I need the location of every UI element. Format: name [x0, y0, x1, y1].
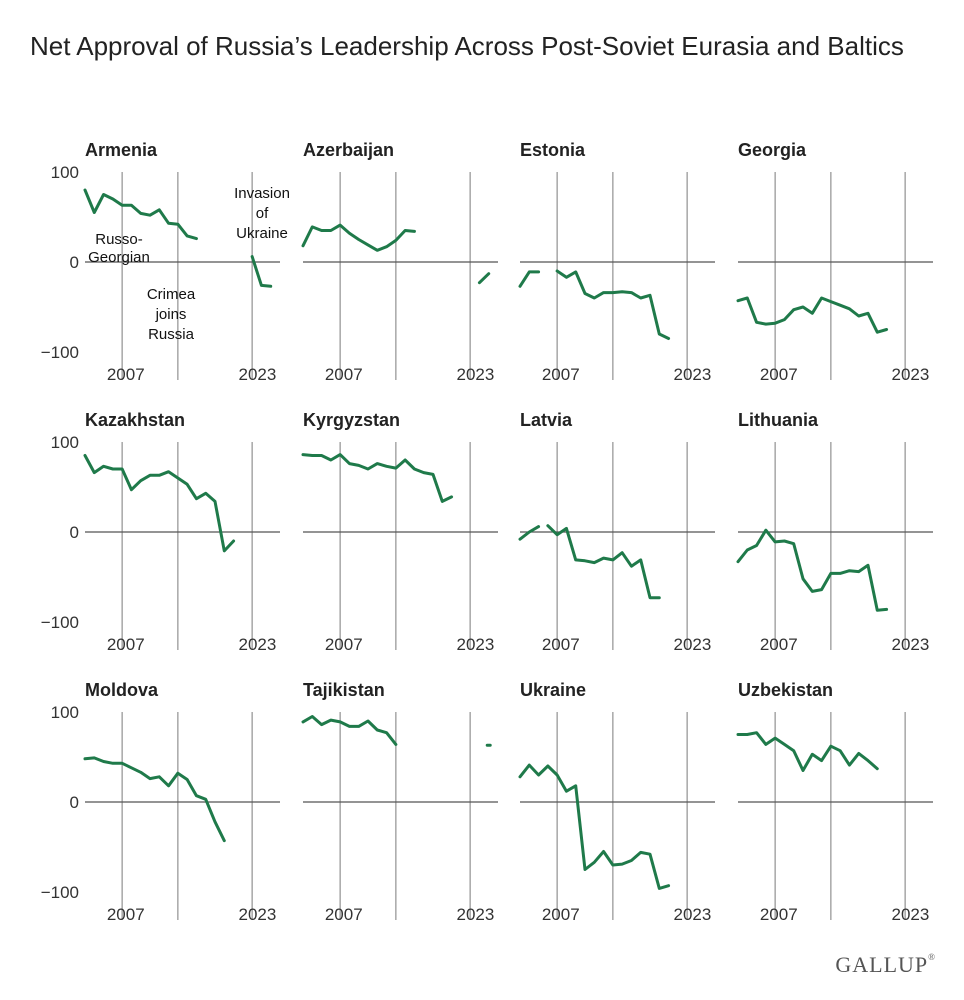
- series-line-estonia: [518, 270, 541, 288]
- x-tick-label: 2007: [107, 905, 145, 924]
- x-tick-label: 2023: [892, 635, 930, 654]
- x-tick-label: 2007: [325, 635, 363, 654]
- series-line-georgia: [736, 296, 889, 334]
- panel-title-armenia: Armenia: [85, 140, 158, 160]
- panel-azerbaijan: Azerbaijan 2007 2023: [301, 140, 498, 384]
- panel-title-moldova: Moldova: [85, 680, 159, 700]
- x-tick-label: 2023: [457, 365, 495, 384]
- series-line-azerbaijan: [477, 272, 491, 285]
- series-line-kazakhstan: [83, 454, 236, 553]
- panel-latvia: Latvia 2007 2023: [518, 410, 715, 654]
- panel-title-uzbekistan: Uzbekistan: [738, 680, 833, 700]
- panel-title-estonia: Estonia: [520, 140, 586, 160]
- panel-estonia: Estonia 2007 2023: [518, 140, 715, 384]
- x-tick-label: 2007: [542, 365, 580, 384]
- y-tick-label: 100: [51, 433, 79, 452]
- panel-armenia: Armenia 100 0 −100 2007 2023: [41, 140, 280, 384]
- chart-title: Net Approval of Russia’s Leadership Acro…: [30, 31, 904, 61]
- series-line-ukraine: [518, 763, 671, 890]
- y-tick-label: 100: [51, 163, 79, 182]
- y-tick-label: −100: [41, 343, 79, 362]
- x-tick-label: 2023: [892, 365, 930, 384]
- x-tick-label: 2023: [239, 365, 277, 384]
- panel-ukraine: Ukraine 2007 2023: [518, 680, 715, 924]
- panel-moldova: Moldova 100 0 −100 2007 2023: [41, 680, 280, 924]
- annotation-crimea-joins-russia: Russia: [148, 326, 195, 343]
- panel-title-lithuania: Lithuania: [738, 410, 819, 430]
- series-line-tajikistan: [301, 715, 398, 746]
- x-tick-label: 2023: [674, 365, 712, 384]
- panel-title-ukraine: Ukraine: [520, 680, 586, 700]
- annotation-invasion-of-ukraine: of: [256, 205, 269, 222]
- x-tick-label: 2007: [760, 365, 798, 384]
- y-tick-label: −100: [41, 883, 79, 902]
- panel-lithuania: Lithuania 2007 2023: [736, 410, 933, 654]
- series-line-lithuania: [736, 528, 889, 612]
- panel-kyrgyzstan: Kyrgyzstan 2007 2023: [301, 410, 498, 654]
- y-tick-label: 0: [70, 523, 79, 542]
- x-tick-label: 2023: [239, 635, 277, 654]
- y-tick-label: 100: [51, 703, 79, 722]
- x-tick-label: 2023: [457, 635, 495, 654]
- panel-title-latvia: Latvia: [520, 410, 573, 430]
- x-tick-label: 2007: [325, 365, 363, 384]
- brand-text: GALLUP: [835, 952, 929, 977]
- panel-title-kazakhstan: Kazakhstan: [85, 410, 185, 430]
- panel-tajikistan: Tajikistan 2007 2023: [301, 680, 498, 924]
- panel-title-tajikistan: Tajikistan: [303, 680, 385, 700]
- panel-title-georgia: Georgia: [738, 140, 807, 160]
- series-line-moldova: [83, 756, 226, 843]
- annotation-crimea-joins-russia: Crimea: [147, 286, 196, 303]
- panel-title-azerbaijan: Azerbaijan: [303, 140, 394, 160]
- annotation-invasion-of-ukraine: Invasion: [234, 185, 290, 202]
- series-line-uzbekistan: [736, 731, 879, 772]
- annotation-invasion-of-ukraine: Ukraine: [236, 225, 288, 242]
- y-tick-label: −100: [41, 613, 79, 632]
- x-tick-label: 2023: [674, 635, 712, 654]
- x-tick-label: 2007: [760, 905, 798, 924]
- x-tick-label: 2007: [542, 635, 580, 654]
- series-line-latvia: [546, 524, 661, 600]
- gallup-logo: GALLUP®: [835, 952, 936, 978]
- x-tick-label: 2007: [760, 635, 798, 654]
- annotation-crimea-joins-russia: joins: [155, 306, 187, 323]
- series-line-latvia: [518, 525, 541, 541]
- y-tick-label: 0: [70, 253, 79, 272]
- x-tick-label: 2023: [674, 905, 712, 924]
- series-line-estonia: [555, 269, 671, 340]
- x-tick-label: 2007: [107, 635, 145, 654]
- x-tick-label: 2007: [542, 905, 580, 924]
- x-tick-label: 2007: [325, 905, 363, 924]
- panel-uzbekistan: Uzbekistan 2007 2023: [736, 680, 933, 924]
- x-tick-label: 2023: [457, 905, 495, 924]
- panel-georgia: Georgia 2007 2023: [736, 140, 933, 384]
- annotation-russo-georgian: Russo-: [95, 231, 143, 248]
- series-line-azerbaijan: [301, 223, 416, 252]
- series-line-armenia: [83, 188, 198, 241]
- panel-kazakhstan: Kazakhstan 100 0 −100 2007 2023: [41, 410, 280, 654]
- series-line-kyrgyzstan: [301, 453, 454, 503]
- x-tick-label: 2023: [892, 905, 930, 924]
- x-tick-label: 2023: [239, 905, 277, 924]
- y-tick-label: 0: [70, 793, 79, 812]
- brand-registered-mark: ®: [928, 952, 936, 962]
- series-line-armenia: [250, 255, 273, 288]
- annotation-russo-georgian: Georgian: [88, 249, 150, 266]
- panel-title-kyrgyzstan: Kyrgyzstan: [303, 410, 400, 430]
- x-tick-label: 2007: [107, 365, 145, 384]
